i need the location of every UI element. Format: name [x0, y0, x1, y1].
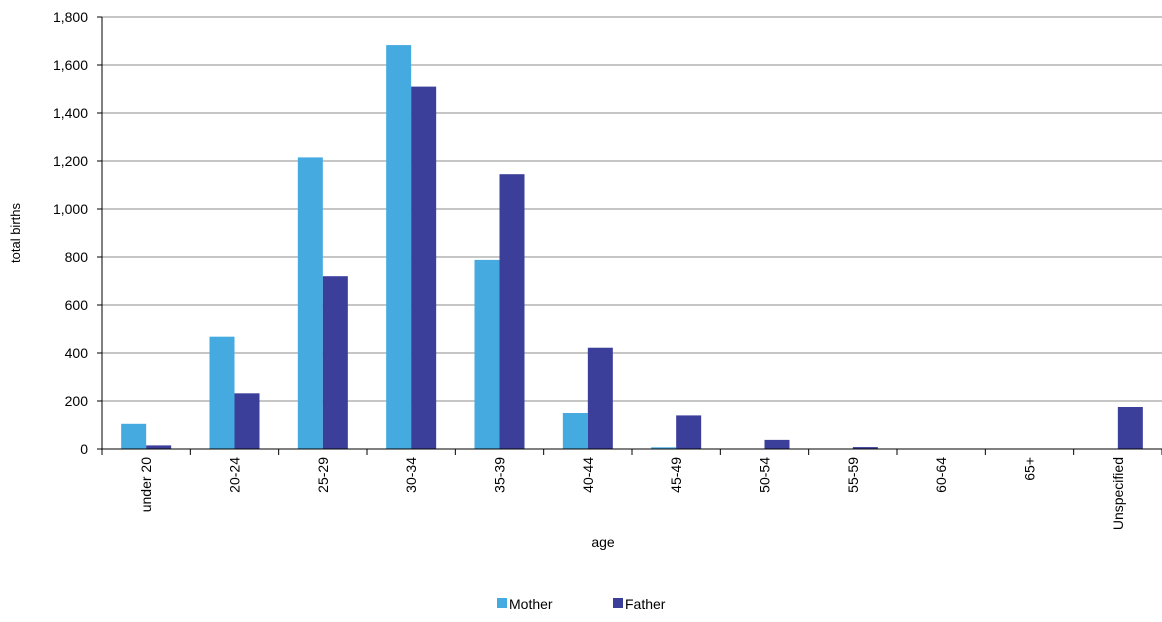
- bar-mother-40-44: [563, 413, 588, 449]
- bar-father-45-49: [676, 415, 701, 449]
- y-tick-labels: 0 200 400 600 800 1,000 1,200 1,400 1,600 1,800: [53, 9, 102, 457]
- y-tick-label: 1,400: [53, 105, 88, 121]
- gridlines: [102, 17, 1162, 401]
- x-tick-label: 30-34: [403, 457, 419, 493]
- axes: [102, 17, 1162, 455]
- bar-father-40-44: [588, 348, 613, 449]
- x-tick-label: under 20: [138, 457, 154, 512]
- y-tick-label: 1,200: [53, 153, 88, 169]
- bar-father-unspecified: [1118, 407, 1143, 449]
- bars: [121, 45, 1143, 449]
- bar-father-35-39: [500, 174, 525, 449]
- y-tick-label: 600: [65, 297, 89, 313]
- x-tick-label: 50-54: [757, 457, 773, 493]
- x-tick-label: 65+: [1022, 457, 1038, 481]
- bar-mother-30-34: [386, 45, 411, 449]
- legend: Mother Father: [497, 596, 666, 612]
- bar-mother-under-20: [121, 424, 146, 449]
- y-tick-label: 200: [65, 393, 89, 409]
- bar-father-20-24: [235, 393, 260, 449]
- x-tick-label: 60-64: [933, 457, 949, 493]
- y-axis-label: total births: [8, 203, 23, 263]
- y-tick-label: 0: [80, 441, 88, 457]
- x-tick-label: 25-29: [315, 457, 331, 493]
- x-tick-label: 45-49: [668, 457, 684, 493]
- y-tick-label: 800: [65, 249, 89, 265]
- bar-mother-25-29: [298, 157, 323, 449]
- y-tick-label: 1,800: [53, 9, 88, 25]
- x-axis-label: age: [591, 534, 615, 550]
- x-tick-label: 55-59: [845, 457, 861, 493]
- y-tick-label: 1,600: [53, 57, 88, 73]
- legend-label-mother: Mother: [509, 596, 553, 612]
- x-tick-label: 40-44: [580, 457, 596, 493]
- x-tick-label: 35-39: [492, 457, 508, 493]
- bar-father-30-34: [411, 87, 436, 449]
- bar-mother-35-39: [475, 260, 500, 449]
- bar-father-25-29: [323, 276, 348, 449]
- x-tick-label: 20-24: [227, 457, 243, 493]
- legend-swatch-mother: [497, 598, 507, 608]
- x-tick-label: Unspecified: [1110, 457, 1126, 530]
- y-tick-label: 400: [65, 345, 89, 361]
- bar-mother-20-24: [210, 337, 235, 449]
- bar-father-50-54: [765, 440, 790, 449]
- bar-father-under-20: [146, 445, 171, 449]
- y-tick-label: 1,000: [53, 201, 88, 217]
- legend-label-father: Father: [625, 596, 666, 612]
- legend-swatch-father: [613, 598, 623, 608]
- x-tick-labels: under 20 20-24 25-29 30-34 35-39 40-44 45-49 50…: [138, 457, 1126, 530]
